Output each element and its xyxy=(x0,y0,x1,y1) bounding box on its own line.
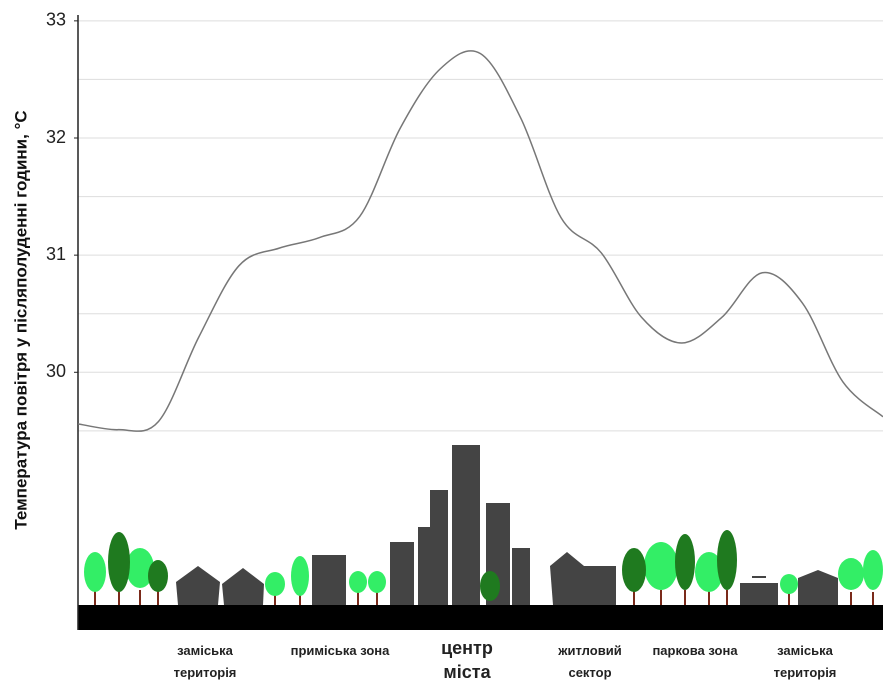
y-tick-label: 30 xyxy=(46,361,66,381)
zone-label: центр міста xyxy=(441,638,493,682)
city-illustration xyxy=(78,445,883,630)
zone-label: приміська зона xyxy=(290,643,390,658)
zone-label: заміська територія xyxy=(773,643,837,680)
zone-label: заміська територія xyxy=(173,643,237,680)
y-tick-label: 32 xyxy=(46,127,66,147)
y-tick-label: 31 xyxy=(46,244,66,264)
zone-label: житловий сектор xyxy=(558,643,622,680)
y-axis-label: Температура повітря у післяполуденні год… xyxy=(11,110,30,529)
zone-label: паркова зона xyxy=(652,643,738,658)
temperature-line xyxy=(77,50,883,432)
y-tick-label: 33 xyxy=(46,10,66,30)
